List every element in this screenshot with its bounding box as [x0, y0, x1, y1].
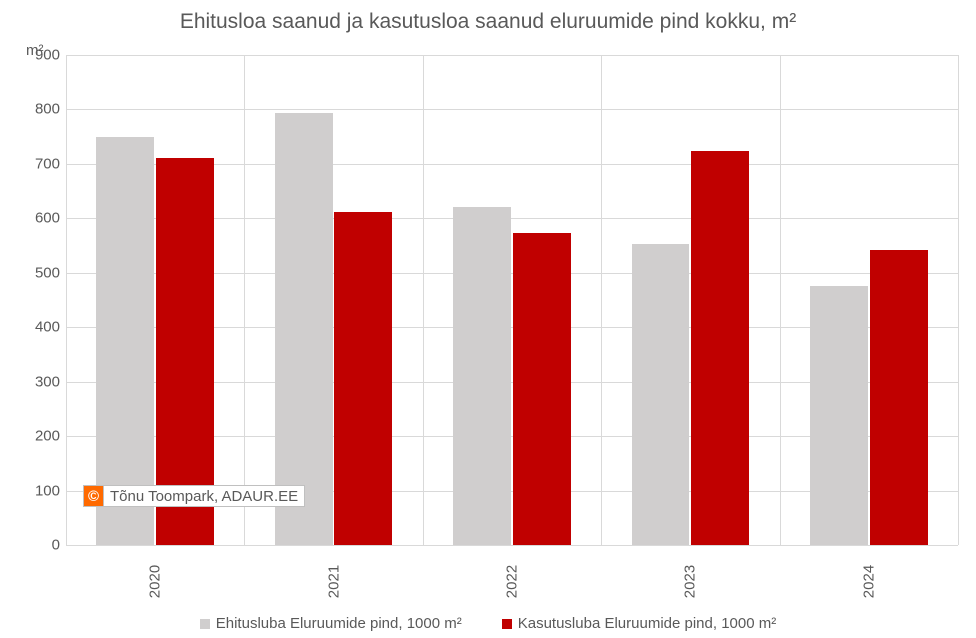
gridline: [66, 55, 958, 56]
bar: [334, 212, 392, 545]
x-tick-label: 2020: [147, 562, 164, 602]
y-tick-label: 400: [10, 319, 60, 336]
plot-area: © Tõnu Toompark, ADAUR.EE: [66, 55, 958, 545]
vline: [244, 55, 245, 545]
vline: [780, 55, 781, 545]
y-tick-label: 0: [10, 537, 60, 554]
bar: [810, 286, 868, 545]
bar: [632, 244, 690, 545]
chart-title: Ehitusloa saanud ja kasutusloa saanud el…: [0, 10, 976, 34]
bar: [870, 250, 928, 545]
watermark-text: Tõnu Toompark, ADAUR.EE: [110, 488, 304, 505]
bar: [513, 233, 571, 545]
bar: [691, 151, 749, 545]
watermark: © Tõnu Toompark, ADAUR.EE: [83, 485, 305, 507]
gridline: [66, 545, 958, 546]
y-tick-label: 200: [10, 428, 60, 445]
legend-swatch: [502, 619, 512, 629]
legend-item: Ehitusluba Eluruumide pind, 1000 m²: [200, 615, 462, 632]
legend: Ehitusluba Eluruumide pind, 1000 m² Kasut…: [0, 615, 976, 632]
y-tick-label: 700: [10, 155, 60, 172]
x-tick-label: 2021: [325, 562, 342, 602]
y-tick-label: 900: [10, 47, 60, 64]
y-tick-label: 500: [10, 264, 60, 281]
vline: [66, 55, 67, 545]
x-tick-label: 2023: [682, 562, 699, 602]
vline: [423, 55, 424, 545]
y-tick-label: 800: [10, 101, 60, 118]
legend-item: Kasutusluba Eluruumide pind, 1000 m²: [502, 615, 777, 632]
vline: [601, 55, 602, 545]
bar: [275, 113, 333, 545]
gridline: [66, 109, 958, 110]
vline: [958, 55, 959, 545]
x-tick-label: 2024: [860, 562, 877, 602]
y-tick-label: 100: [10, 482, 60, 499]
legend-label: Kasutusluba Eluruumide pind, 1000 m²: [518, 615, 777, 632]
legend-swatch: [200, 619, 210, 629]
bar: [453, 207, 511, 545]
chart-container: Ehitusloa saanud ja kasutusloa saanud el…: [0, 0, 976, 638]
copyright-icon: ©: [84, 486, 104, 506]
y-tick-label: 300: [10, 373, 60, 390]
x-tick-label: 2022: [504, 562, 521, 602]
bar: [96, 137, 154, 545]
legend-label: Ehitusluba Eluruumide pind, 1000 m²: [216, 615, 462, 632]
y-tick-label: 600: [10, 210, 60, 227]
